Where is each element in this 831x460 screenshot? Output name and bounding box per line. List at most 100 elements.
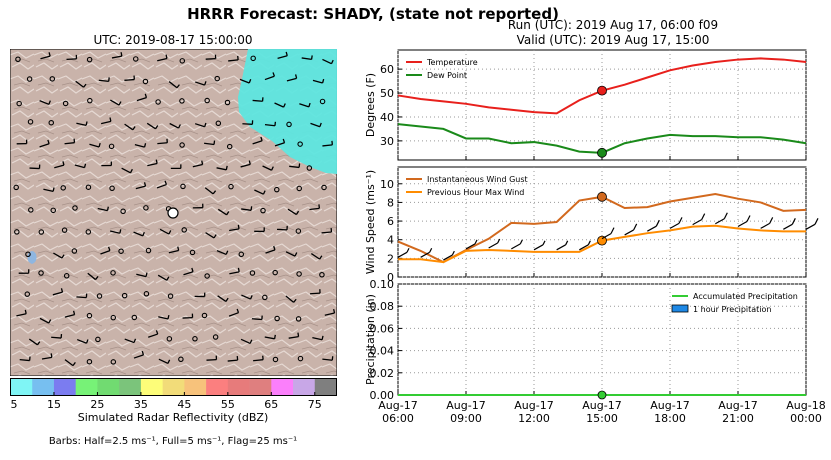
- calm-wind-circle: [87, 97, 93, 104]
- calm-wind-circle: [25, 251, 31, 258]
- calm-wind-circle: [86, 312, 93, 319]
- wind-barb-flag: [155, 159, 158, 164]
- chart-panel-3: 0.00 0.02 0.04 0.06 0.08 0.10 Precipitation (i…: [364, 278, 826, 425]
- calm-wind-circle: [61, 227, 68, 233]
- wind-barb: [76, 122, 87, 127]
- wind-barb: [309, 207, 320, 211]
- wind-barb-flag: [310, 55, 313, 60]
- calm-wind-circle: [181, 227, 187, 233]
- wind-barb: [64, 359, 74, 367]
- wind-barb-flag: [167, 314, 170, 320]
- calm-wind-circle: [167, 293, 174, 299]
- wind-barb-flag: [249, 339, 253, 344]
- wind-barb-flag: [142, 231, 145, 237]
- wind-barb: [312, 79, 323, 84]
- calm-wind-circle: [110, 270, 116, 276]
- colorbar-cell: [271, 378, 294, 396]
- wind-barb-flag: [191, 267, 194, 272]
- colorbar-label: Simulated Radar Reflectivity (dBZ): [77, 411, 269, 424]
- wind-barb: [488, 242, 498, 249]
- wind-barb: [274, 102, 284, 108]
- wind-barb-flag: [225, 297, 229, 302]
- wind-barb-flag: [225, 250, 229, 255]
- wind-barb: [183, 271, 194, 276]
- wind-barb-flag: [85, 339, 89, 344]
- wind-barb: [465, 243, 476, 250]
- wind-barb: [74, 164, 85, 169]
- calm-wind-circle: [204, 97, 210, 104]
- colorbar-tick-label: 65: [264, 398, 278, 411]
- wind-barb-flag: [321, 78, 325, 84]
- wind-barb: [124, 123, 134, 131]
- wind-barb: [242, 123, 253, 125]
- wind-barb-flag: [62, 161, 65, 166]
- calm-wind-circle: [131, 314, 138, 321]
- calm-wind-circle: [306, 165, 313, 171]
- radar-map: [10, 49, 337, 376]
- wind-barb: [29, 167, 40, 170]
- wind-barb: [312, 337, 323, 341]
- wind-barb-flag: [294, 252, 298, 257]
- calm-wind-circle: [14, 229, 20, 235]
- calm-wind-circle: [118, 248, 124, 254]
- calm-wind-circle: [71, 248, 78, 254]
- wind-barb-flag: [132, 126, 136, 131]
- run-title: Run (UTC): 2019 Aug 17, 06:00 f09 Valid …: [398, 18, 828, 48]
- wind-barb: [669, 222, 680, 229]
- y-tick-label: 10: [380, 178, 394, 191]
- wind-barb: [168, 81, 178, 89]
- wind-barb: [16, 313, 27, 317]
- wind-barb: [54, 164, 65, 169]
- wind-barb-flag: [497, 238, 501, 244]
- wind-barb-flag: [98, 142, 101, 148]
- calm-wind-circle: [26, 76, 33, 82]
- wind-barb-flag: [678, 217, 683, 224]
- calm-wind-circle: [214, 75, 220, 82]
- wind-barb-flag: [321, 335, 324, 340]
- calm-wind-circle: [38, 270, 44, 276]
- calm-wind-circle: [143, 205, 149, 211]
- wind-barb: [647, 225, 657, 232]
- wind-barb: [322, 58, 332, 65]
- colorbar-cell: [184, 378, 207, 396]
- wind-barb-flag: [166, 276, 170, 281]
- wind-barb: [252, 140, 263, 145]
- calm-wind-circle: [319, 98, 326, 105]
- wind-barb-flag: [297, 332, 300, 337]
- wind-barb-flag: [47, 139, 50, 144]
- barbs-note: Barbs: Half=2.5 ms⁻¹, Full=5 ms⁻¹, Flag=…: [48, 436, 298, 447]
- calm-wind-circle: [145, 247, 152, 254]
- station-marker: [167, 207, 179, 219]
- colorbar-cell: [249, 378, 272, 396]
- wind-barb: [216, 250, 227, 256]
- calm-wind-circle: [13, 184, 19, 191]
- calm-wind-circle: [60, 185, 66, 191]
- map-title: UTC: 2019-08-17 15:00:00: [93, 33, 253, 47]
- calm-wind-circle: [192, 336, 198, 342]
- wind-barb: [715, 218, 725, 225]
- wind-barb: [158, 316, 169, 320]
- y-tick-label: 0.02: [370, 367, 395, 380]
- wind-barbs: [13, 51, 336, 367]
- calm-wind-circle: [121, 292, 128, 299]
- wind-barb-flag: [746, 215, 751, 222]
- series-marker: [597, 147, 607, 158]
- calm-wind-circle: [85, 184, 92, 190]
- wind-barb-flag: [107, 246, 111, 251]
- colorbar-cell: [75, 378, 98, 396]
- wind-barb-flag: [330, 59, 334, 65]
- colorbar-tick-label: 45: [177, 398, 191, 411]
- wind-barb: [285, 251, 296, 257]
- calm-wind-circle: [179, 58, 186, 64]
- wind-barb-flag: [119, 229, 122, 234]
- calm-wind-circle: [63, 273, 70, 279]
- wind-barb: [76, 296, 87, 299]
- calm-wind-circle: [296, 271, 302, 277]
- wind-barb: [169, 122, 179, 129]
- calm-wind-circle: [201, 312, 208, 319]
- wind-barb-flag: [319, 255, 323, 260]
- wind-barb: [556, 244, 566, 251]
- calm-wind-circle: [15, 56, 21, 62]
- wind-barb: [216, 167, 227, 171]
- wind-barb-flag: [24, 309, 27, 314]
